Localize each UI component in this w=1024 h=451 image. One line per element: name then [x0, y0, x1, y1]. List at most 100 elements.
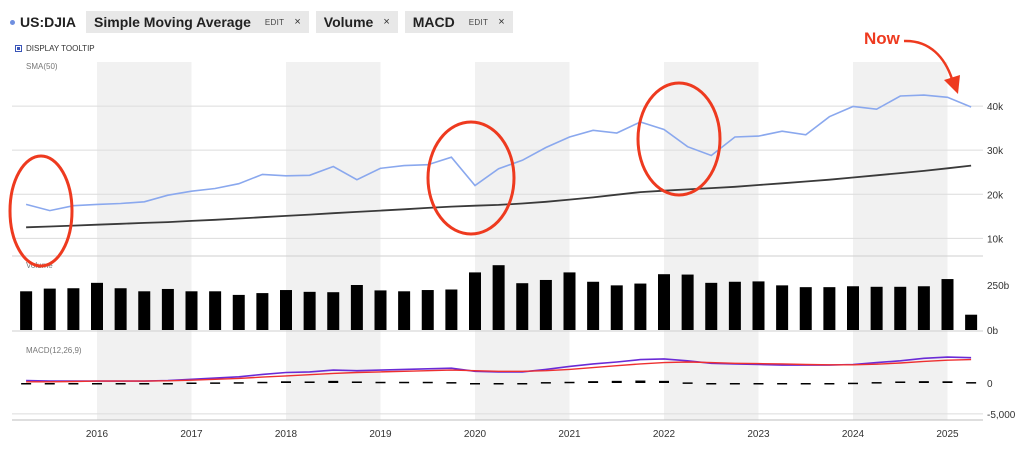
volume-bar — [20, 291, 33, 330]
x-axis-tick-label: 2021 — [558, 429, 581, 440]
price-axis-tick-label: 30k — [987, 146, 1004, 157]
macd-histogram-bar — [682, 382, 693, 384]
macd-histogram-bar — [659, 380, 669, 383]
year-band — [475, 62, 570, 420]
highlight-circle — [426, 120, 516, 236]
year-band — [97, 62, 192, 420]
macd-histogram-bar — [800, 383, 811, 385]
tab-macd[interactable]: MACD EDIT × — [404, 11, 513, 33]
macd-histogram-bar — [493, 383, 504, 385]
volume-bar — [917, 286, 930, 330]
macd-histogram-bar — [422, 381, 433, 384]
indicator-tabs: US:DJIA Simple Moving Average EDIT × Vol… — [10, 11, 520, 33]
macd-histogram-bar — [470, 383, 480, 385]
price-axis-tick-label: 20k — [987, 190, 1004, 201]
volume-bar — [539, 279, 552, 330]
year-band — [286, 62, 381, 420]
macd-histogram-bar — [115, 383, 126, 385]
symbol-label: US:DJIA — [20, 14, 77, 30]
macd-histogram-bar — [139, 383, 150, 385]
macd-histogram-bar — [351, 381, 362, 383]
sma-line — [26, 164, 972, 229]
macd-histogram-bar — [186, 382, 197, 385]
year-band — [853, 62, 948, 420]
macd-histogram-bar — [328, 380, 339, 383]
year-band — [664, 62, 759, 420]
price-axis-tick-label: 40k — [987, 102, 1004, 113]
now-arrow-curve — [903, 39, 954, 80]
macd-histogram-bar — [824, 383, 835, 385]
volume-bar — [398, 291, 411, 330]
sma-panel-label: SMA(50) — [26, 62, 58, 71]
volume-bar — [870, 286, 883, 330]
volume-bar — [941, 279, 954, 330]
volume-bar — [327, 292, 340, 330]
symbol-chip[interactable]: US:DJIA — [10, 14, 76, 30]
volume-bar — [752, 281, 765, 330]
close-icon[interactable]: × — [498, 16, 505, 28]
volume-bar — [303, 291, 316, 330]
macd-panel-label: MACD(12,26,9) — [26, 346, 82, 355]
volume-bar — [847, 286, 859, 330]
volume-bar — [91, 282, 103, 330]
macd-histogram-bar — [446, 382, 457, 384]
macd-axis-tick-label: 0 — [987, 379, 993, 390]
macd-histogram-bar — [777, 383, 788, 385]
volume-bar — [350, 285, 363, 330]
volume-bar — [728, 281, 741, 330]
volume-bar — [587, 281, 600, 330]
x-axis-tick-label: 2020 — [464, 429, 487, 440]
close-icon[interactable]: × — [383, 16, 390, 28]
volume-bar — [894, 286, 907, 330]
volume-bar — [634, 283, 647, 330]
macd-histogram-bar — [257, 381, 268, 384]
volume-bar — [445, 289, 458, 330]
checkbox-icon[interactable] — [15, 45, 22, 52]
tab-label: MACD — [412, 14, 455, 30]
macd-histogram-bar — [729, 383, 740, 385]
tab-volume[interactable]: Volume × — [315, 11, 398, 33]
volume-bar — [610, 285, 623, 330]
macd-histogram-bar — [281, 381, 291, 383]
highlight-circle — [636, 81, 722, 197]
volume-bar — [492, 265, 505, 330]
macd-histogram-bar — [895, 381, 906, 383]
volume-bar — [374, 290, 387, 330]
signal-line — [26, 358, 972, 383]
macd-histogram-bar — [21, 383, 32, 385]
close-icon[interactable]: × — [294, 16, 301, 28]
edit-button[interactable]: EDIT — [468, 17, 489, 27]
volume-bar — [161, 288, 174, 330]
volume-axis-tick-label: 250b — [987, 281, 1010, 292]
volume-bar — [469, 272, 481, 330]
series-dot-icon — [10, 19, 15, 25]
macd-histogram-bar — [210, 382, 221, 384]
price-axis-tick-label: 10k — [987, 234, 1004, 245]
highlight-circle — [8, 154, 74, 268]
volume-bar — [563, 272, 576, 330]
x-axis-tick-label: 2017 — [180, 429, 203, 440]
x-axis-tick-label: 2024 — [842, 429, 865, 440]
volume-bar — [185, 291, 198, 330]
macd-histogram-bar — [233, 382, 244, 384]
volume-axis-tick-label: 0b — [987, 326, 999, 337]
edit-button[interactable]: EDIT — [264, 17, 285, 27]
arrowhead-icon — [944, 75, 960, 94]
tab-simple-moving-average[interactable]: Simple Moving Average EDIT × — [86, 11, 309, 33]
macd-histogram-bar — [611, 380, 622, 383]
macd-axis-tick-label: -5,000 — [987, 410, 1016, 421]
macd-histogram-bar — [92, 383, 102, 385]
display-tooltip-toggle[interactable]: DISPLAY TOOLTIP — [15, 44, 95, 53]
volume-bar — [209, 291, 222, 330]
volume-bar — [776, 285, 789, 330]
now-annotation-label: Now — [864, 29, 901, 48]
macd-histogram-bar — [588, 381, 599, 383]
x-axis-tick-label: 2025 — [936, 429, 959, 440]
x-axis-tick-label: 2016 — [86, 429, 109, 440]
display-tooltip-label: DISPLAY TOOLTIP — [26, 44, 95, 53]
tab-label: Simple Moving Average — [94, 14, 251, 30]
x-axis-tick-label: 2019 — [369, 429, 392, 440]
macd-histogram-bar — [304, 381, 315, 383]
macd-histogram-bar — [942, 381, 953, 383]
